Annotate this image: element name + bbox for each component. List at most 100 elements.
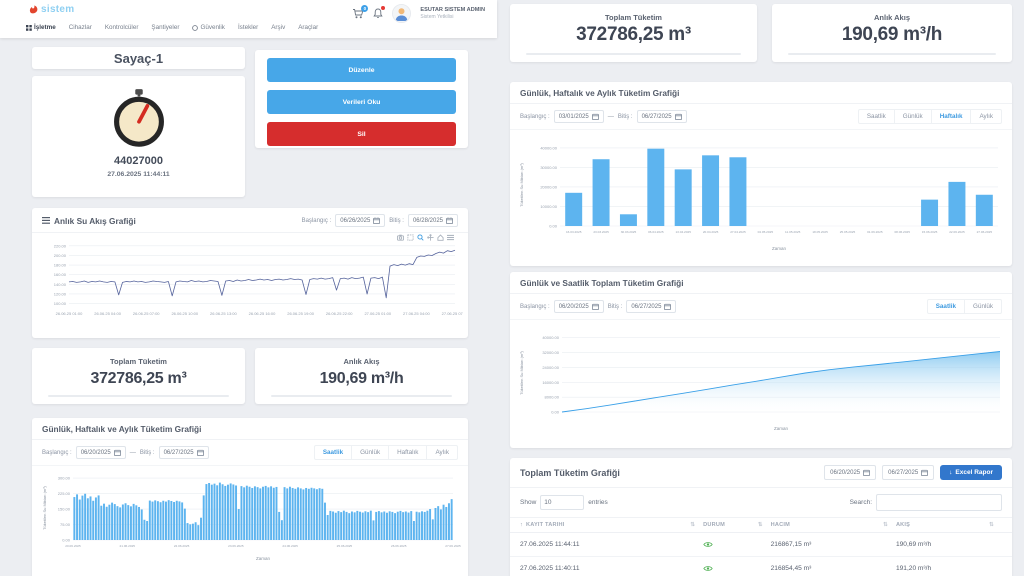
nav-item-isletme[interactable]: İşletme (26, 24, 56, 31)
total-consumption-value: 372786,25 m³ (90, 370, 187, 387)
svg-text:16000.00: 16000.00 (542, 380, 559, 385)
row-status (703, 541, 770, 548)
svg-text:Zaman: Zaman (772, 246, 787, 251)
divider (788, 53, 996, 55)
end-date-input[interactable]: 06/27/2025 (626, 300, 677, 313)
logo-flame-icon (29, 5, 38, 14)
show-label: Show (520, 499, 537, 506)
nav-item-araclar[interactable]: Araçlar (298, 24, 318, 31)
flow-line-chart[interactable]: 100.00 120.00 140.00 160.00 180.00 200.00 220.… (35, 232, 463, 336)
flow-date-range: Başlangıç : 06/26/2025 Bitiş : 06/28/202… (302, 214, 458, 227)
nav-item-arsiv[interactable]: Arşiv (271, 24, 285, 31)
nav-item-guvenlik[interactable]: Güvenlik (192, 24, 225, 31)
svg-text:26.06.25 22:00: 26.06.25 22:00 (326, 311, 353, 316)
tab-haftalik[interactable]: Haftalık (388, 446, 426, 459)
svg-text:100.00: 100.00 (54, 301, 67, 306)
svg-text:Zaman: Zaman (774, 426, 789, 431)
divider (48, 395, 229, 397)
report-end-date: 06/27/2025 (888, 469, 919, 476)
tab-gunluk[interactable]: Günlük (351, 446, 388, 459)
tab-gunluk[interactable]: Günlük (964, 300, 1001, 313)
calendar-icon (196, 449, 204, 456)
svg-text:Tüketilen Su Miktarı (m³): Tüketilen Su Miktarı (m³) (42, 485, 47, 529)
tab-saatlik[interactable]: Saatlik (866, 113, 886, 120)
camera-icon[interactable] (397, 234, 404, 241)
app-logo[interactable]: sistem (28, 4, 75, 15)
col-header-kayit-tarihi[interactable]: ↑ Kayıt Tarihi ⇅ (520, 522, 703, 528)
delete-button[interactable]: Sil (267, 122, 456, 146)
download-icon: ↓ (949, 469, 953, 476)
svg-text:32000.00: 32000.00 (542, 350, 559, 355)
cumulative-area-chart[interactable]: 0.00 8000.00 16000.00 24000.00 32000.00 40000… (514, 326, 1008, 444)
eye-icon[interactable] (703, 541, 713, 548)
read-values-button[interactable]: Verileri Oku (267, 90, 456, 114)
end-label: Bitiş : (139, 449, 155, 456)
hamburger-icon[interactable] (42, 217, 50, 224)
end-date-input[interactable]: 06/27/2025 (158, 446, 209, 459)
nav-item-kontrolculer[interactable]: Kontrolcüler (105, 24, 139, 31)
start-date-value: 06/26/2025 (340, 217, 371, 224)
start-date-value: 06/20/2025 (558, 303, 589, 310)
svg-text:40000.00: 40000.00 (542, 335, 559, 340)
zoom-box-icon[interactable] (407, 234, 414, 241)
weekly-bar-chart[interactable]: 0.00 10000.00 20000.00 30000.00 40000.00 Tüke… (514, 134, 1008, 262)
user-block[interactable]: Esutar Sistem Admin Sistem Yetkilisi (420, 7, 485, 21)
svg-text:26.06.25 07:00: 26.06.25 07:00 (133, 311, 160, 316)
excel-report-button[interactable]: ↓ Excel Rapor (940, 465, 1002, 480)
tab-saatlik[interactable]: Saatlik (935, 303, 957, 310)
bell-icon (373, 8, 383, 18)
calendar-icon (373, 217, 381, 224)
nav-item-istekler[interactable]: İstekler (238, 24, 258, 31)
autoscale-icon[interactable] (447, 234, 454, 241)
col-label: Kayıt Tarihi (526, 522, 565, 528)
entries-input[interactable] (540, 495, 585, 510)
hourly-bar-chart[interactable]: 0.00 75.00 150.00 225.00 300.00 Tüketilen Su … (37, 470, 461, 572)
start-date-input[interactable]: 06/26/2025 (335, 214, 386, 227)
notifications-button[interactable] (373, 6, 386, 19)
nav-item-cihazlar[interactable]: Cihazlar (69, 24, 92, 31)
col-header-akis[interactable]: Akış ⇅ (896, 522, 1002, 528)
svg-text:200.00: 200.00 (54, 253, 67, 258)
end-date-input[interactable]: 06/28/2025 (407, 214, 458, 227)
report-controls-right: 06/20/2025 06/27/2025 ↓ Excel Rapor (824, 465, 1002, 480)
instant-flow-value: 190,69 m³/h (841, 24, 943, 45)
tab-haftalik[interactable]: Haftalık (930, 110, 971, 123)
col-header-hacim[interactable]: Hacim ⇅ (771, 522, 896, 528)
eye-icon[interactable] (703, 565, 713, 572)
svg-text:180.00: 180.00 (54, 263, 67, 268)
pan-icon[interactable] (427, 234, 434, 241)
tab-gunluk[interactable]: Günlük (893, 110, 931, 123)
home-icon[interactable] (437, 234, 444, 241)
edit-button[interactable]: Düzenle (267, 58, 456, 82)
col-label: Akış (895, 522, 911, 528)
report-start-date-input[interactable]: 06/20/2025 (824, 465, 877, 480)
svg-text:06.04.2025: 06.04.2025 (648, 230, 664, 234)
col-header-durum[interactable]: Durum ⇅ (703, 522, 770, 528)
start-date-input[interactable]: 03/01/2025 (553, 110, 604, 123)
col-label: Durum (703, 522, 725, 528)
tab-aylik[interactable]: Aylık (970, 110, 1001, 123)
zoom-in-icon[interactable] (417, 234, 424, 241)
hourly-tabs: Saatlik Günlük Haftalık Aylık (313, 445, 458, 460)
start-date-input[interactable]: 06/20/2025 (553, 300, 604, 313)
tab-saatlik[interactable]: Saatlik (322, 449, 344, 456)
nav-item-santiyeler[interactable]: Şantiyeler (151, 24, 179, 31)
svg-text:20.04.2025: 20.04.2025 (703, 230, 719, 234)
cart-button[interactable]: 0 (352, 5, 369, 19)
report-end-date-input[interactable]: 06/27/2025 (882, 465, 935, 480)
sort-asc-icon: ↑ (520, 522, 523, 528)
start-date-input[interactable]: 06/20/2025 (75, 446, 126, 459)
end-date-value: 06/28/2025 (412, 217, 443, 224)
tab-aylik[interactable]: Aylık (426, 446, 457, 459)
avatar[interactable] (392, 4, 412, 23)
end-date-input[interactable]: 06/27/2025 (636, 110, 687, 123)
row-volume: 216867,15 m³ (770, 541, 812, 548)
svg-text:25.05.2025: 25.05.2025 (840, 230, 856, 234)
svg-text:0.00: 0.00 (62, 538, 71, 543)
weekly-chart-title: Günlük, Haftalık ve Aylık Tüketim Grafiğ… (520, 88, 680, 98)
user-name: Esutar Sistem Admin (420, 6, 485, 13)
svg-text:26.06.25 04:00: 26.06.25 04:00 (94, 311, 121, 316)
search-input[interactable] (876, 494, 1002, 511)
svg-text:160.00: 160.00 (54, 272, 67, 277)
svg-text:30000.00: 30000.00 (540, 165, 557, 170)
